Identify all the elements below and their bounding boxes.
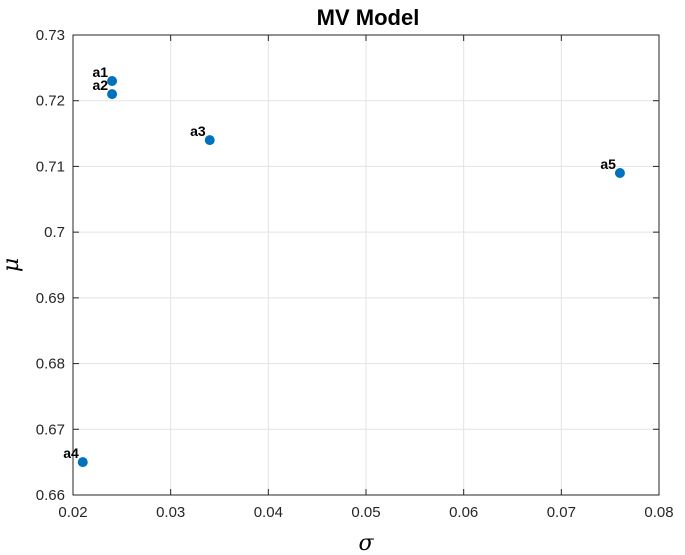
data-point-a2: [107, 89, 118, 100]
x-tick-label: 0.04: [254, 504, 283, 521]
y-axis-label: μ: [0, 258, 24, 272]
data-label-a3: a3: [190, 123, 206, 139]
x-tick-label: 0.05: [351, 504, 380, 521]
grid-lines: [73, 35, 659, 495]
y-tick-label: 0.72: [36, 93, 65, 110]
data-label-a5: a5: [600, 156, 616, 172]
x-tick-label: 0.07: [547, 504, 576, 521]
data-point-a5: [614, 168, 625, 178]
y-tick-label: 0.7: [44, 224, 65, 241]
x-tick-label: 0.02: [58, 504, 87, 521]
y-tick-label: 0.67: [36, 421, 65, 438]
y-tick-label: 0.71: [36, 158, 65, 175]
data-point-a4: [77, 457, 88, 468]
x-tick-label: 0.08: [644, 504, 673, 521]
axis-ticks: 0.02 0.03 0.04 0.05 0.06 0.07 0.08 0.66 0.67 0.68…: [36, 27, 674, 521]
data-point-a1: [107, 76, 118, 86]
y-tick-label: 0.68: [36, 356, 65, 373]
y-tick-label: 0.73: [36, 27, 65, 44]
y-tick-label: 0.66: [36, 487, 65, 504]
data-label-a4: a4: [63, 445, 79, 461]
chart-title: MV Model: [317, 5, 420, 30]
data-point-a3: [204, 135, 215, 146]
x-tick-label: 0.03: [156, 504, 185, 521]
data-label-a2: a2: [92, 77, 108, 93]
x-tick-label: 0.06: [449, 504, 478, 521]
data-label-a1: a1: [92, 64, 108, 80]
x-axis-label: σ: [358, 531, 374, 555]
y-tick-label: 0.69: [36, 290, 65, 307]
